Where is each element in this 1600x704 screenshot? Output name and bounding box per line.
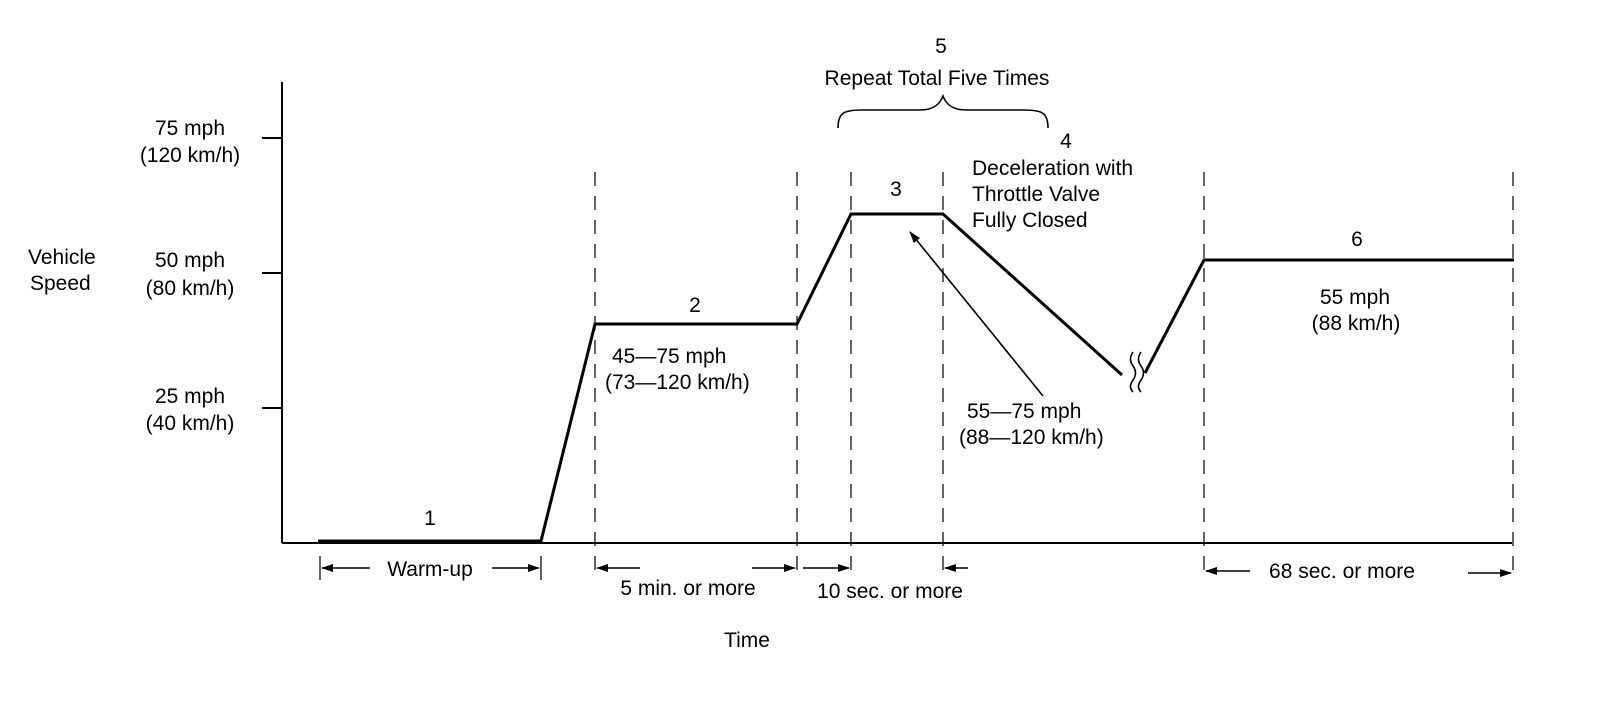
step-3-label: 3 [890,178,902,201]
step-5-number: 5 [935,35,947,58]
speed6-kmh: (88 km/h) [1312,312,1401,335]
y-tick-label-50-mph: 50 mph [155,249,225,272]
x-axis-title: Time [724,629,770,652]
phase-dividers [594,172,1514,578]
speed-profile-part2 [1143,258,1514,374]
y-tick-label-25-kmh: (40 km/h) [146,412,235,435]
range2-kmh: (73—120 km/h) [605,371,750,394]
step-6-label: 6 [1351,228,1363,251]
duration-2-label: 5 min. or more [620,577,755,600]
y-tick-label-75-mph: 75 mph [155,117,225,140]
step-2-label: 2 [689,294,701,317]
speed-profile-part1 [318,212,1124,543]
duration-warmup-label: Warm-up [387,558,473,581]
duration-6-label: 68 sec. or more [1269,560,1415,583]
step-4-line1: Deceleration with [972,157,1133,180]
break-symbol [1129,351,1145,393]
range3-mph: 55—75 mph [967,400,1081,423]
range3-pointer-arrow [909,231,1044,397]
y-tick-label-25-mph: 25 mph [155,385,225,408]
step-5-brace [837,93,1049,129]
duration-3-label: 10 sec. or more [817,580,963,603]
y-axis-title-line2: Speed [30,272,91,295]
speed6-mph: 55 mph [1320,286,1390,309]
step-4-line3: Fully Closed [972,209,1088,232]
step-5-text: Repeat Total Five Times [825,67,1050,90]
range3-kmh: (88—120 km/h) [959,426,1104,449]
step-4-line2: Throttle Valve [972,183,1100,206]
step-4-number: 4 [1060,130,1072,153]
step-1-label: 1 [424,507,436,530]
y-tick-label-50-kmh: (80 km/h) [146,277,235,300]
y-tick-label-75-kmh: (120 km/h) [140,144,240,167]
range2-mph: 45—75 mph [612,345,726,368]
duration-warmup: Warm-up [319,556,542,581]
y-axis-title-line1: Vehicle [28,246,96,269]
